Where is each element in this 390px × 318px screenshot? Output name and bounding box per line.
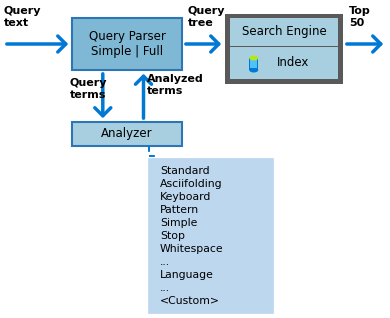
Text: Asciifolding: Asciifolding: [160, 179, 223, 189]
Text: Query
tree: Query tree: [188, 6, 225, 28]
Text: Query
terms: Query terms: [70, 78, 108, 100]
FancyBboxPatch shape: [250, 59, 257, 68]
Bar: [72, 18, 182, 70]
Text: Query
text: Query text: [4, 6, 41, 28]
Text: Analyzed
terms: Analyzed terms: [147, 74, 203, 96]
Ellipse shape: [249, 56, 258, 60]
Text: Keyboard: Keyboard: [160, 192, 211, 202]
Text: ...: ...: [160, 283, 170, 293]
Bar: [249, 58, 258, 70]
Text: Top
50: Top 50: [349, 6, 371, 28]
Text: Query Parser
Simple | Full: Query Parser Simple | Full: [89, 30, 165, 58]
Bar: [148, 158, 273, 313]
Text: <Custom>: <Custom>: [160, 296, 220, 306]
Text: Stop: Stop: [160, 231, 185, 241]
Bar: [230, 18, 338, 46]
Text: Index: Index: [277, 57, 309, 70]
Ellipse shape: [249, 67, 258, 73]
Text: Search Engine: Search Engine: [242, 25, 326, 38]
Bar: [72, 122, 182, 146]
Text: ...: ...: [160, 257, 170, 267]
Text: Standard: Standard: [160, 166, 210, 176]
Bar: [230, 47, 338, 79]
Bar: [225, 14, 343, 84]
Text: Simple: Simple: [160, 218, 197, 228]
Text: Whitespace: Whitespace: [160, 244, 223, 254]
Text: Analyzer: Analyzer: [101, 128, 153, 141]
Text: Pattern: Pattern: [160, 205, 199, 215]
Text: Language: Language: [160, 270, 214, 280]
